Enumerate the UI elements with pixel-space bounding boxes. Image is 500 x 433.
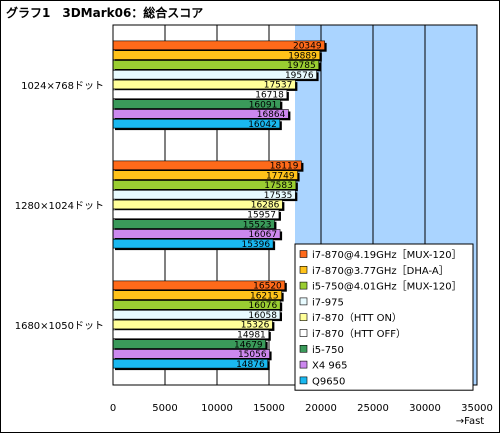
data-label: 14679 [234, 340, 263, 350]
legend-entry: i7-975 [312, 297, 344, 308]
legend-swatch [299, 329, 308, 337]
legend-entry: i7-870@3.77GHz［DHA-A］ [312, 265, 449, 277]
legend-swatch [299, 297, 308, 306]
legend-swatch [299, 265, 308, 274]
legend-entry: i7-870（HTT OFF） [312, 328, 406, 340]
legend-entry: i7-870（HTT ON） [312, 312, 402, 324]
x-tick-label: 0 [110, 403, 116, 414]
data-label: 17535 [264, 191, 293, 201]
legend-swatch [299, 250, 308, 258]
data-label: 16042 [248, 120, 277, 130]
data-label: 15326 [241, 321, 270, 331]
data-label: 14876 [236, 360, 265, 370]
data-label: 16520 [253, 282, 282, 292]
legend-swatch [299, 376, 308, 385]
x-tick-label: 10000 [201, 403, 233, 414]
chart-title: グラフ1 3DMark06：総合スコア [6, 6, 204, 20]
data-label: 16718 [255, 91, 284, 101]
data-label: 16286 [251, 201, 280, 211]
data-label: 16058 [248, 311, 277, 321]
x-tick-label: 35000 [461, 403, 493, 414]
data-label: 19576 [285, 71, 314, 81]
category-label: 1280×1024ドット [15, 201, 104, 212]
data-label: 16864 [257, 110, 286, 120]
legend-entry: i7-870@4.19GHz［MUX-120］ [312, 249, 462, 261]
data-label: 18119 [270, 162, 299, 172]
data-label: 19785 [287, 61, 316, 71]
legend-entry: i5-750@4.01GHz［MUX-120］ [312, 281, 462, 293]
x-tick-label: 15000 [253, 403, 285, 414]
data-label: 15523 [243, 220, 272, 230]
data-label: 17537 [264, 81, 293, 91]
legend-box [294, 243, 474, 391]
data-label: 16076 [249, 301, 278, 311]
data-label: 15396 [241, 240, 270, 250]
legend-swatch [299, 313, 308, 322]
data-label: 16215 [250, 291, 279, 301]
data-label: 15957 [247, 211, 276, 221]
x-tick-label: 25000 [357, 403, 389, 414]
legend-swatch [299, 344, 308, 353]
category-label: 1680×1050ドット [15, 321, 104, 332]
legend-entry: X4 965 [312, 361, 347, 372]
axis-unit-label: →Fast [456, 416, 485, 427]
data-label: 20349 [293, 42, 322, 52]
data-label: 17749 [266, 171, 295, 181]
data-label: 17583 [264, 181, 293, 191]
legend-entry: Q9650 [312, 376, 345, 387]
data-label: 19889 [288, 51, 317, 61]
legend-swatch [299, 281, 308, 290]
legend-swatch [299, 360, 308, 369]
x-tick-label: 20000 [305, 403, 337, 414]
category-label: 1024×768ドット [21, 81, 104, 92]
data-label: 16091 [249, 100, 278, 110]
legend-entry: i5-750 [312, 345, 344, 356]
data-label: 15056 [238, 350, 267, 360]
x-tick-label: 30000 [409, 403, 441, 414]
x-tick-label: 5000 [152, 403, 177, 414]
data-label: 14981 [237, 331, 266, 341]
data-label: 16067 [248, 230, 277, 240]
